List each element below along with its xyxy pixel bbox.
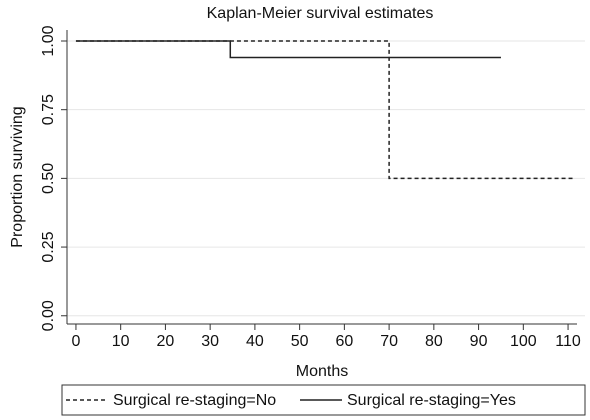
chart-title: Kaplan-Meier survival estimates bbox=[207, 5, 434, 22]
x-tick-label: 10 bbox=[112, 333, 130, 350]
survival-curve bbox=[75, 40, 501, 59]
x-tick-label: 40 bbox=[246, 333, 264, 350]
y-tick-label: 1.00 bbox=[40, 25, 57, 56]
legend-label: Surgical re-staging=Yes bbox=[347, 392, 516, 409]
y-tick-label: 0.50 bbox=[40, 163, 57, 194]
x-tick-label: 100 bbox=[510, 333, 537, 350]
x-tick-label: 70 bbox=[380, 333, 398, 350]
x-tick-label: 0 bbox=[71, 333, 80, 350]
x-tick-label: 20 bbox=[157, 333, 175, 350]
x-axis-label: Months bbox=[296, 363, 348, 380]
x-tick-label: 90 bbox=[470, 333, 488, 350]
legend-box bbox=[61, 384, 586, 416]
y-tick-label: 0.25 bbox=[40, 231, 57, 262]
y-axis-label: Proportion surviving bbox=[9, 106, 26, 247]
x-tick-label: 80 bbox=[425, 333, 443, 350]
y-tick-label: 0.00 bbox=[40, 300, 57, 331]
x-tick-label: 30 bbox=[201, 333, 219, 350]
x-tick-label: 60 bbox=[335, 333, 353, 350]
x-tick-label: 50 bbox=[291, 333, 309, 350]
survival-curve bbox=[75, 40, 573, 180]
legend-label: Surgical re-staging=No bbox=[113, 392, 276, 409]
x-tick-label: 110 bbox=[555, 333, 581, 350]
y-tick-label: 0.75 bbox=[40, 94, 57, 125]
